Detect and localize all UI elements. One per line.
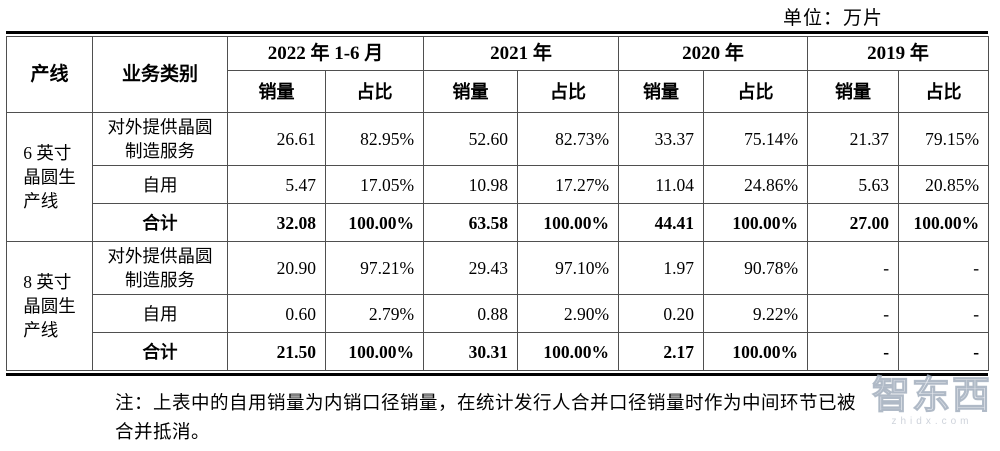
- table-row-total: 合计 32.08 100.00% 63.58 100.00% 44.41 100…: [7, 203, 990, 242]
- cell-volume: 0.60: [227, 294, 326, 333]
- header-share-2022: 占比: [324, 70, 425, 113]
- cell-share: 100.00%: [898, 203, 990, 242]
- group-label-8inch: 8 英寸 晶圆生 产线: [6, 241, 93, 371]
- group-label-line: 产线: [23, 320, 59, 340]
- cell-share: 17.27%: [517, 165, 620, 204]
- group-label-line: 8 英寸: [23, 272, 72, 292]
- category-label: 对外提供晶圆制造服务: [107, 246, 213, 290]
- cell-volume: 52.60: [423, 112, 519, 166]
- category-label: 对外提供晶圆制造服务: [107, 117, 213, 161]
- table-row: 自用 5.47 17.05% 10.98 17.27% 11.04 24.86%…: [7, 165, 990, 204]
- header-share-2021: 占比: [517, 70, 620, 113]
- cell-share: 82.95%: [324, 112, 425, 166]
- category-cell: 合计: [92, 332, 228, 371]
- cell-share: 100.00%: [517, 332, 620, 371]
- header-product-line: 产线: [6, 36, 93, 113]
- cell-volume: -: [807, 294, 900, 333]
- header-volume-2022: 销量: [227, 70, 326, 113]
- sales-volume-table: 产线 业务类别 2022 年 1-6 月 2021 年 2020 年 2019 …: [6, 36, 990, 371]
- cell-share: 100.00%: [517, 203, 620, 242]
- cell-volume: 33.37: [618, 112, 705, 166]
- cell-volume: 1.97: [618, 241, 705, 295]
- cell-volume: 27.00: [807, 203, 900, 242]
- cell-volume: 29.43: [423, 241, 519, 295]
- cell-share: 2.90%: [517, 294, 620, 333]
- sales-volume-table-wrap: 产线 业务类别 2022 年 1-6 月 2021 年 2020 年 2019 …: [6, 31, 990, 376]
- category-cell: 对外提供晶圆制造服务: [92, 241, 228, 295]
- cell-volume: 20.90: [227, 241, 326, 295]
- cell-volume: 10.98: [423, 165, 519, 204]
- cell-share: 100.00%: [324, 203, 425, 242]
- table-row-total: 合计 21.50 100.00% 30.31 100.00% 2.17 100.…: [7, 332, 990, 371]
- cell-volume: 5.47: [227, 165, 326, 204]
- cell-volume: -: [807, 241, 900, 295]
- category-label: 自用: [142, 174, 178, 195]
- table-top-rule: [6, 31, 988, 34]
- footnote-line: 注：上表中的自用销量为内销口径销量，在统计发行人合并口径销量时作为中间环节已被: [115, 394, 857, 414]
- category-cell: 合计: [92, 203, 228, 242]
- cell-share: 100.00%: [703, 332, 809, 371]
- table-row: 自用 0.60 2.79% 0.88 2.90% 0.20 9.22% - -: [7, 294, 990, 333]
- group-label-line: 晶圆生: [23, 167, 76, 187]
- cell-share: -: [898, 241, 990, 295]
- cell-share: 100.00%: [703, 203, 809, 242]
- category-cell: 对外提供晶圆制造服务: [92, 112, 228, 166]
- category-label: 自用: [142, 303, 178, 324]
- category-cell: 自用: [92, 165, 228, 204]
- group-label-line: 6 英寸: [23, 143, 72, 163]
- header-volume-2020: 销量: [618, 70, 705, 113]
- cell-share: 82.73%: [517, 112, 620, 166]
- cell-share: 79.15%: [898, 112, 990, 166]
- cell-volume: -: [807, 332, 900, 371]
- cell-share: 75.14%: [703, 112, 809, 166]
- category-cell: 自用: [92, 294, 228, 333]
- header-period-2021: 2021 年: [423, 36, 620, 71]
- cell-share: 100.00%: [324, 332, 425, 371]
- header-share-2020: 占比: [703, 70, 809, 113]
- cell-share: 17.05%: [324, 165, 425, 204]
- cell-volume: 5.63: [807, 165, 900, 204]
- group-label-line: 晶圆生: [23, 296, 76, 316]
- cell-share: -: [898, 332, 990, 371]
- header-volume-2021: 销量: [423, 70, 519, 113]
- cell-share: 97.21%: [324, 241, 425, 295]
- footnote: 注：上表中的自用销量为内销口径销量，在统计发行人合并口径销量时作为中间环节已被 …: [115, 390, 915, 448]
- cell-share: 90.78%: [703, 241, 809, 295]
- cell-volume: 21.50: [227, 332, 326, 371]
- cell-volume: 26.61: [227, 112, 326, 166]
- cell-share: 20.85%: [898, 165, 990, 204]
- header-row-measures: 销量 占比 销量 占比 销量 占比 销量 占比: [7, 70, 990, 113]
- footnote-line: 合并抵消。: [115, 423, 211, 443]
- cell-share: 97.10%: [517, 241, 620, 295]
- cell-share: 24.86%: [703, 165, 809, 204]
- cell-share: 9.22%: [703, 294, 809, 333]
- cell-volume: 0.88: [423, 294, 519, 333]
- header-share-2019: 占比: [898, 70, 990, 113]
- table-bottom-rule: [6, 373, 988, 376]
- unit-label: 单位：万片: [783, 8, 884, 29]
- cell-share: -: [898, 294, 990, 333]
- table-row: 8 英寸 晶圆生 产线 对外提供晶圆制造服务 20.90 97.21% 29.4…: [6, 241, 990, 371]
- cell-volume: 2.17: [618, 332, 705, 371]
- cell-share: 2.79%: [324, 294, 425, 333]
- category-label: 合计: [142, 341, 178, 362]
- table-row: 6 英寸 晶圆生 产线 对外提供晶圆制造服务 26.61 82.95% 52.6…: [6, 112, 990, 242]
- cell-volume: 30.31: [423, 332, 519, 371]
- cell-volume: 21.37: [807, 112, 900, 166]
- header-period-2020: 2020 年: [618, 36, 809, 71]
- header-volume-2019: 销量: [807, 70, 900, 113]
- cell-volume: 11.04: [618, 165, 705, 204]
- category-label: 合计: [142, 212, 178, 233]
- header-business-category: 业务类别: [92, 36, 228, 113]
- cell-volume: 63.58: [423, 203, 519, 242]
- cell-volume: 44.41: [618, 203, 705, 242]
- cell-volume: 0.20: [618, 294, 705, 333]
- cell-volume: 32.08: [227, 203, 326, 242]
- header-period-2019: 2019 年: [807, 36, 990, 71]
- header-row-periods: 产线 业务类别 2022 年 1-6 月 2021 年 2020 年 2019 …: [6, 36, 990, 113]
- group-label-6inch: 6 英寸 晶圆生 产线: [6, 112, 93, 242]
- group-label-line: 产线: [23, 191, 59, 211]
- header-period-2022: 2022 年 1-6 月: [226, 36, 425, 71]
